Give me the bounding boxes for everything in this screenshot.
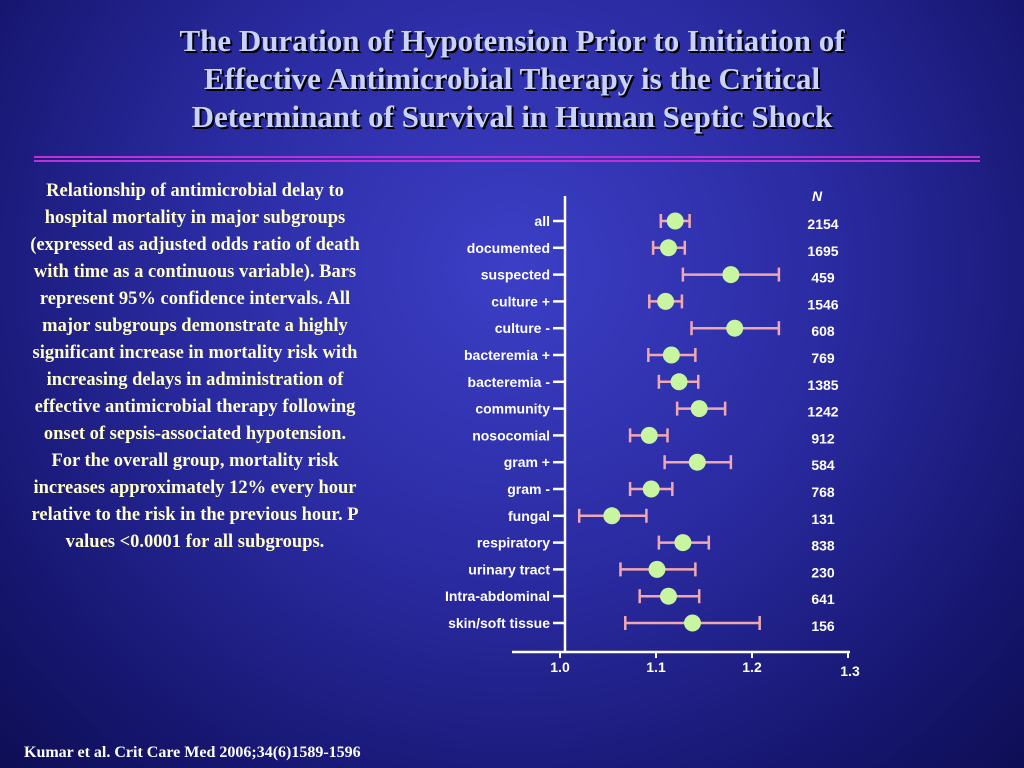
odds-ratio-point — [722, 266, 740, 284]
odds-ratio-point — [640, 426, 658, 444]
citation: Kumar et al. Crit Care Med 2006;34(6)158… — [24, 744, 361, 761]
odds-ratio-point — [659, 239, 677, 257]
title-divider — [34, 160, 980, 162]
row-n-value: 768 — [811, 484, 835, 500]
odds-ratio-point — [642, 480, 660, 498]
slide-title-line: Effective Antimicrobial Therapy is the C… — [203, 61, 821, 96]
row-label: nosocomial — [472, 427, 550, 443]
row-n-value: 1242 — [807, 404, 838, 420]
row-n-value: 230 — [811, 564, 835, 580]
x-tick-label: 1.3 — [840, 663, 860, 679]
row-label: all — [534, 213, 550, 229]
row-n-value: 1385 — [807, 377, 838, 393]
row-label: culture + — [491, 293, 550, 309]
row-n-value: 1695 — [807, 243, 838, 259]
row-label: bacteremia - — [468, 374, 551, 390]
row-label: culture - — [495, 320, 551, 336]
x-tick-label: 1.0 — [550, 659, 570, 675]
row-label: urinary tract — [468, 561, 550, 577]
row-n-value: 131 — [811, 511, 835, 527]
odds-ratio-point — [683, 614, 701, 632]
odds-ratio-point — [657, 292, 675, 310]
row-label: community — [475, 401, 550, 417]
odds-ratio-point — [690, 400, 708, 418]
row-label: gram - — [507, 481, 550, 497]
row-n-value: 459 — [811, 270, 835, 286]
odds-ratio-point — [670, 373, 688, 391]
row-n-value: 838 — [811, 538, 835, 554]
odds-ratio-point — [726, 319, 744, 337]
row-n-value: 608 — [811, 323, 835, 339]
slide-title: The Duration of Hypotension Prior to Ini… — [40, 22, 984, 136]
odds-ratio-point — [659, 587, 677, 605]
row-n-value: 1546 — [807, 296, 838, 312]
row-n-value: 641 — [811, 591, 835, 607]
row-label: Intra-abdominal — [445, 588, 550, 604]
n-column-header: N — [812, 188, 823, 204]
row-n-value: 156 — [811, 618, 835, 634]
odds-ratio-point — [648, 560, 666, 578]
row-label: suspected — [481, 267, 550, 283]
row-n-value: 769 — [811, 350, 835, 366]
row-label: bacteremia + — [464, 347, 550, 363]
slide-title-line: The Duration of Hypotension Prior to Ini… — [179, 23, 845, 58]
row-label: respiratory — [477, 535, 550, 551]
slide-title-line: Determinant of Survival in Human Septic … — [191, 99, 833, 134]
odds-ratio-point — [674, 534, 692, 552]
odds-ratio-point — [666, 212, 684, 230]
row-n-value: 584 — [811, 457, 835, 473]
x-tick-label: 1.2 — [742, 659, 762, 675]
figure-description: Relationship of antimicrobial delay to h… — [30, 181, 360, 552]
title-divider — [34, 156, 980, 158]
row-label: skin/soft tissue — [448, 615, 550, 631]
odds-ratio-point — [662, 346, 680, 364]
row-n-value: 2154 — [807, 216, 838, 232]
odds-ratio-point — [688, 453, 706, 471]
row-label: gram + — [504, 454, 550, 470]
row-label: documented — [467, 240, 550, 256]
row-label: fungal — [508, 508, 550, 524]
row-n-value: 912 — [811, 430, 835, 446]
odds-ratio-point — [603, 507, 621, 525]
x-tick-label: 1.1 — [646, 659, 666, 675]
